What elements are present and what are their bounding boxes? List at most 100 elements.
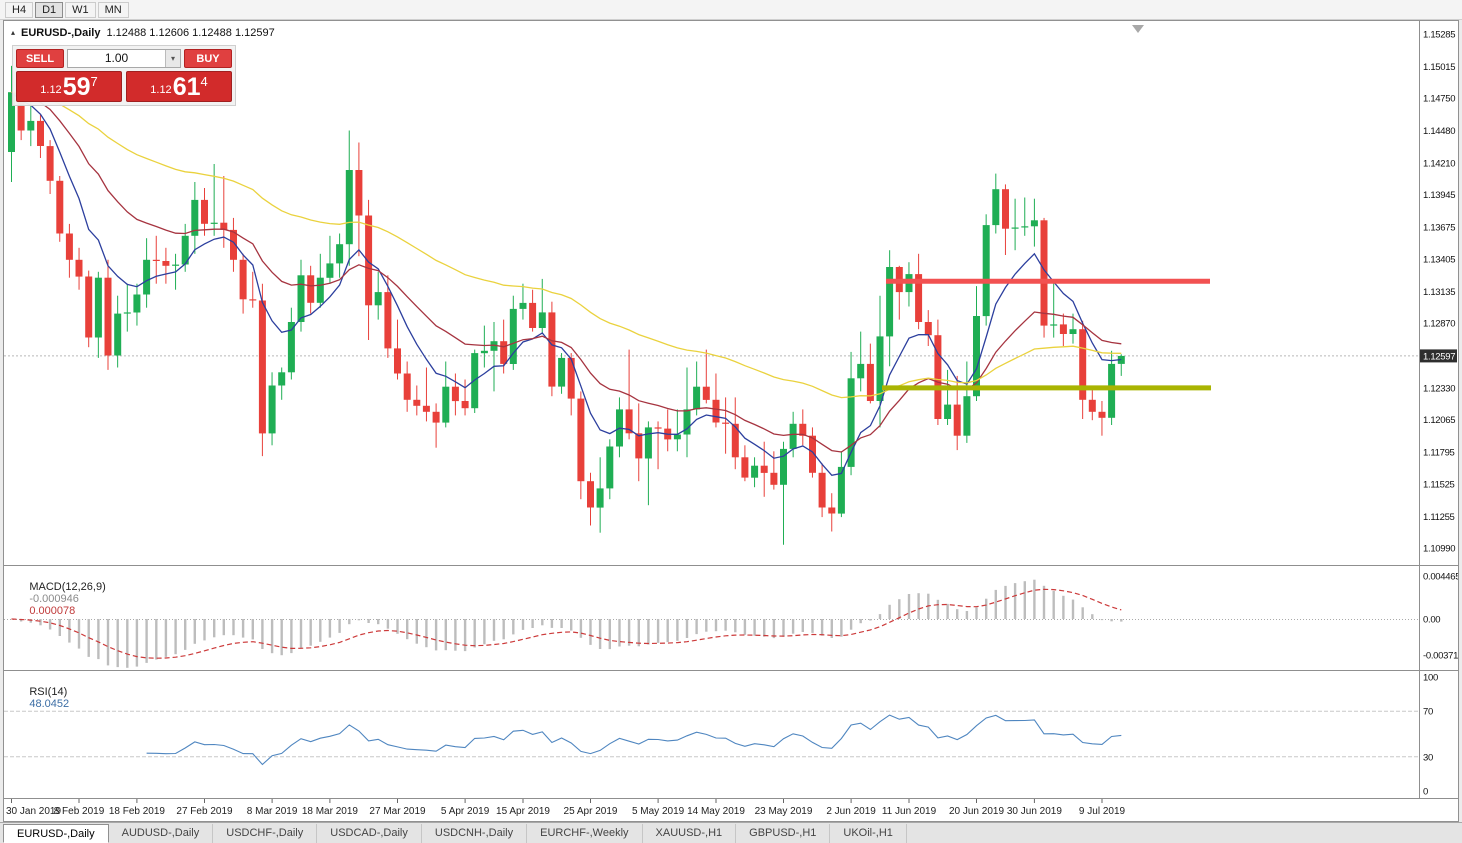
candle-body [924, 322, 932, 336]
sell-price-button[interactable]: 1.12 59 7 [16, 71, 122, 102]
candle-body [403, 373, 411, 400]
candle-body [8, 92, 15, 152]
buy-price-pip: 4 [200, 74, 208, 89]
candle-body [210, 222, 218, 224]
date-label: 30 Jun 2019 [1007, 806, 1062, 817]
candle-body [345, 170, 353, 245]
chart-shift-marker-icon[interactable] [1132, 25, 1144, 33]
chart-tab-gbpusd-h1[interactable]: GBPUSD-,H1 [736, 824, 831, 843]
chart-symbol-label: EURUSD-,Daily [21, 27, 101, 39]
macd-scale-label: 0.004465 [1423, 572, 1458, 583]
price-scale-label: 1.11525 [1423, 480, 1455, 491]
candle-body [799, 423, 807, 436]
chart-tab-eurusd-daily[interactable]: EURUSD-,Daily [3, 824, 109, 843]
lot-dropdown-icon[interactable]: ▾ [165, 50, 180, 67]
date-label: 23 May 2019 [755, 806, 813, 817]
candle-body [635, 433, 643, 459]
candle-body [741, 457, 749, 478]
candle-body [857, 363, 865, 379]
chart-canvas[interactable]: 1.15285 1.15015 1.14750 1.14480 1.14210 1.139… [4, 21, 1458, 821]
timeframe-button-d1[interactable]: D1 [35, 1, 64, 18]
candle-body [509, 308, 517, 364]
candle-body [915, 274, 923, 322]
chart-ohlc-values: 1.12488 1.12606 1.12488 1.12597 [106, 27, 275, 39]
candle-body [548, 312, 556, 387]
candle-body [847, 378, 855, 467]
candle-body [480, 350, 488, 354]
candle-body [326, 263, 334, 278]
candle-body [1040, 220, 1048, 326]
candle-body [75, 259, 83, 277]
chart-tab-usdcnh-daily[interactable]: USDCNH-,Daily [422, 824, 528, 843]
chart-tab-usdchf-daily[interactable]: USDCHF-,Daily [213, 824, 318, 843]
buy-button[interactable]: BUY [184, 49, 232, 68]
candle-body [181, 235, 189, 265]
candle-body [287, 322, 295, 373]
candle-body [451, 386, 459, 402]
lot-size-value[interactable]: 1.00 [104, 51, 129, 65]
macd-value-signal: 0.000078 [29, 605, 76, 617]
candle-body [1021, 226, 1029, 228]
macd-value-main: -0.000946 [29, 593, 79, 605]
macd-name: MACD(12,26,9) [29, 581, 106, 593]
candle-body [258, 300, 266, 434]
price-scale-label: 1.13405 [1423, 255, 1455, 266]
price-scale-label: 1.13135 [1423, 287, 1455, 298]
trade-panel-toggle-icon[interactable]: ▴ [11, 28, 16, 37]
candle-body [683, 409, 691, 435]
chart-tab-audusd-daily[interactable]: AUDUSD-,Daily [109, 824, 214, 843]
one-click-trading-panel: SELL 1.00 ▾ BUY 1.12 59 7 1.12 61 4 [12, 45, 236, 106]
candle-body [644, 427, 652, 459]
candle-body [1079, 329, 1087, 400]
candle-body [963, 396, 971, 436]
candle-body [152, 259, 160, 261]
candle-body [442, 386, 450, 423]
price-scale-label: 1.13675 [1423, 222, 1455, 233]
candle-body [693, 386, 701, 410]
candle-body [789, 423, 797, 449]
price-scale-label: 1.12065 [1423, 415, 1455, 426]
candle-body [422, 405, 430, 412]
candle-body [46, 146, 54, 181]
candle-body [413, 399, 421, 406]
sell-button[interactable]: SELL [16, 49, 64, 68]
chart-tab-eurchf-weekly[interactable]: EURCHF-,Weekly [527, 824, 643, 843]
sell-price-prefix: 1.12 [40, 84, 62, 96]
candle-body [731, 423, 739, 458]
lot-size-field[interactable]: 1.00 ▾ [67, 49, 181, 68]
chart-tab-xauusd-h1[interactable]: XAUUSD-,H1 [643, 824, 737, 843]
candle-body [104, 277, 112, 356]
price-scale-label: 1.11255 [1423, 512, 1455, 523]
candle-body [143, 259, 151, 295]
chart-tab-ukoil-h1[interactable]: UKOil-,H1 [830, 824, 907, 843]
candle-body [558, 357, 566, 387]
candle-body [239, 259, 247, 300]
price-scale-label: 1.14480 [1423, 126, 1455, 137]
candle-body [384, 292, 392, 349]
candle-body [230, 229, 237, 260]
buy-price-button[interactable]: 1.12 61 4 [126, 71, 232, 102]
rsi-scale-label: 70 [1423, 707, 1433, 718]
timeframe-button-h4[interactable]: H4 [5, 1, 34, 18]
rsi-scale-label: 30 [1423, 752, 1433, 763]
candle-body [1108, 363, 1116, 418]
candle-body [307, 275, 315, 303]
date-label: 5 May 2019 [632, 806, 685, 817]
buy-price-prefix: 1.12 [150, 84, 172, 96]
candle-body [673, 434, 681, 440]
candle-body [94, 277, 102, 338]
candle-body [712, 399, 720, 423]
price-scale-label: 1.12330 [1423, 383, 1455, 394]
candle-body [27, 120, 35, 131]
candle-body [944, 404, 952, 419]
candle-body [953, 404, 961, 436]
sell-price-pip: 7 [90, 74, 98, 89]
chart-window[interactable]: 1.15285 1.15015 1.14750 1.14480 1.14210 1.139… [3, 20, 1459, 822]
timeframe-button-mn[interactable]: MN [97, 1, 129, 18]
chart-tab-usdcad-daily[interactable]: USDCAD-,Daily [317, 824, 422, 843]
date-label: 9 Jul 2019 [1079, 806, 1126, 817]
buy-price-main: 61 [172, 73, 201, 101]
candle-body [1002, 189, 1009, 229]
timeframe-button-w1[interactable]: W1 [65, 1, 96, 18]
